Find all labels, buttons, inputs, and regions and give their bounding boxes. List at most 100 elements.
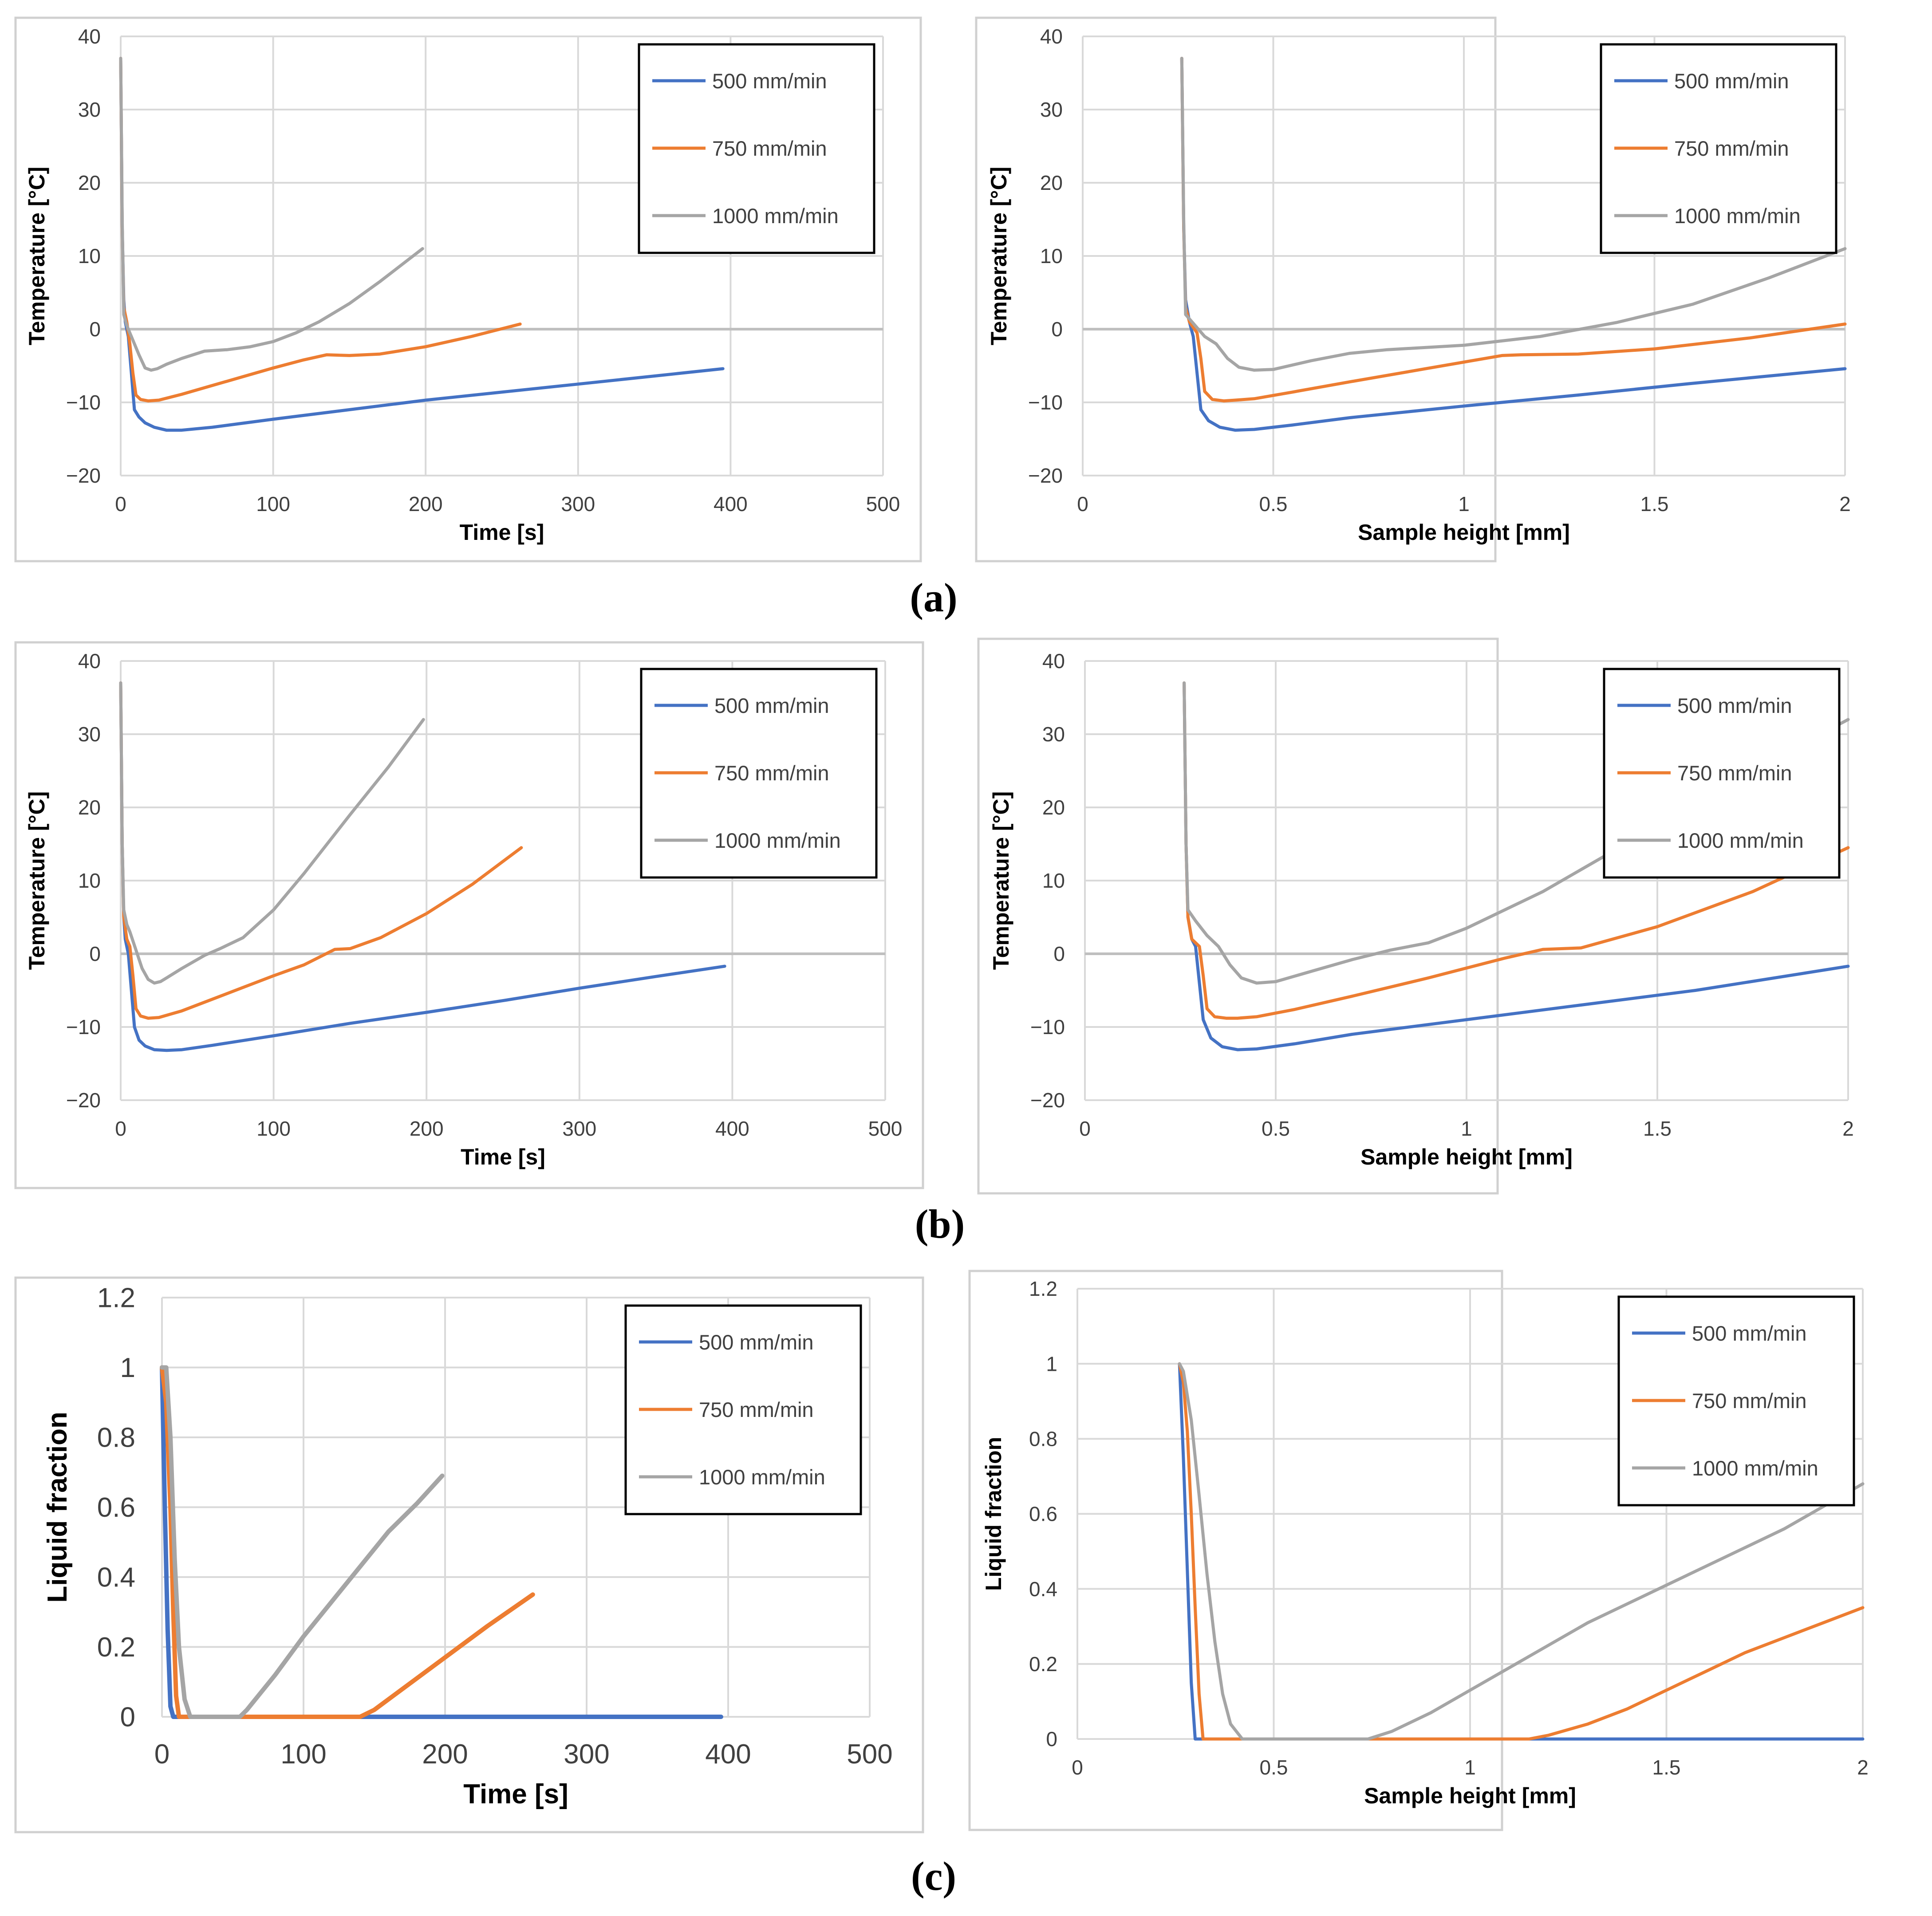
a-height-legend-label: 500 mm/min <box>1674 69 1789 93</box>
c-height-ytick-label: 0.8 <box>1029 1427 1057 1450</box>
a-height-xtick-label: 1.5 <box>1640 492 1669 515</box>
b-time-series-500-mm-min <box>119 681 726 1052</box>
b-height-ylabel: Temperature [°C] <box>989 791 1013 970</box>
a-height-panel-border <box>975 16 1497 563</box>
c-height-legend-label: 750 mm/min <box>1692 1389 1807 1412</box>
b-time-xlabel: Time [s] <box>461 1145 545 1169</box>
c-time-xtick-label: 100 <box>280 1739 326 1770</box>
c-height-legend-label: 1000 mm/min <box>1692 1456 1818 1480</box>
c-time-ytick-label: 0.6 <box>97 1492 135 1523</box>
c-time-ytick-label: 0.8 <box>97 1423 135 1453</box>
b-time-xtick-label: 0 <box>115 1117 126 1140</box>
a-time-xtick-label: 400 <box>714 492 748 515</box>
a-time-ylabel: Temperature [°C] <box>24 167 49 345</box>
c-height-xtick-label: 0.5 <box>1260 1756 1288 1779</box>
a-time-ytick-label: −10 <box>66 391 101 414</box>
a-time-ytick-label: 10 <box>78 244 101 268</box>
b-time-xtick-label: 100 <box>256 1117 291 1140</box>
c-time-xtick-label: 200 <box>422 1739 468 1770</box>
b-time-xtick-label: 300 <box>562 1117 596 1140</box>
b-height-ytick-label: 0 <box>1053 942 1065 965</box>
c-height-series-750-mm-min <box>1178 1362 1865 1741</box>
a-height-xlabel: Sample height [mm] <box>1358 520 1570 545</box>
c-height-ytick-label: 0.4 <box>1029 1578 1057 1601</box>
c-time-xtick-label: 400 <box>705 1739 751 1770</box>
c-time-ytick-label: 0.2 <box>97 1632 135 1663</box>
c-height-xtick-label: 2 <box>1857 1756 1869 1779</box>
b-time-ytick-label: −10 <box>66 1015 101 1039</box>
b-time-series-750-mm-min <box>119 681 523 1020</box>
b-time-legend-label: 500 mm/min <box>714 694 829 717</box>
a-time-legend-label: 1000 mm/min <box>712 204 839 228</box>
a-time-xtick-label: 300 <box>561 492 595 515</box>
c-time-xlabel: Time [s] <box>463 1779 568 1810</box>
b-time-ytick-label: 30 <box>78 723 101 746</box>
c-time-ylabel: Liquid fraction <box>42 1412 73 1603</box>
b-height-xlabel: Sample height [mm] <box>1360 1145 1573 1169</box>
b-time-ylabel: Temperature [°C] <box>24 791 49 970</box>
caption-c: (c) <box>911 1853 956 1899</box>
a-height-ytick-label: −20 <box>1028 464 1063 487</box>
a-time-xlabel: Time [s] <box>460 520 544 545</box>
b-height-xtick-label: 2 <box>1842 1117 1854 1140</box>
c-time-xtick-label: 500 <box>847 1739 892 1770</box>
b-height-xtick-label: 0 <box>1079 1117 1091 1140</box>
b-time-ytick-label: 20 <box>78 796 101 819</box>
a-height-legend-label: 750 mm/min <box>1674 137 1789 160</box>
b-height-xtick-label: 0.5 <box>1262 1117 1290 1140</box>
a-height-ytick-label: 40 <box>1040 25 1063 48</box>
b-height-ytick-label: 30 <box>1042 723 1065 746</box>
b-height-legend-label: 500 mm/min <box>1677 694 1792 717</box>
c-height-series-1000-mm-min <box>1178 1362 1865 1741</box>
c-height-ytick-label: 1 <box>1046 1352 1057 1375</box>
a-time-ytick-label: −20 <box>66 464 101 487</box>
b-time-legend-label: 1000 mm/min <box>714 829 841 852</box>
b-height-ytick-label: 10 <box>1042 869 1065 892</box>
c-height-legend-label: 500 mm/min <box>1692 1322 1807 1345</box>
c-time-ytick-label: 1.2 <box>97 1283 135 1314</box>
c-time-ytick-label: 1 <box>120 1353 135 1383</box>
b-height-ytick-label: −10 <box>1030 1015 1065 1039</box>
c-time-ytick-label: 0.4 <box>97 1562 135 1593</box>
b-time-legend-label: 750 mm/min <box>714 761 829 785</box>
a-height-ytick-label: 30 <box>1040 98 1063 121</box>
a-time-legend-label: 500 mm/min <box>712 69 827 93</box>
b-height-series-750-mm-min <box>1183 681 1850 1020</box>
a-height-ytick-label: 20 <box>1040 171 1063 194</box>
a-time-ytick-label: 40 <box>78 25 101 48</box>
b-height-xtick-label: 1.5 <box>1643 1117 1672 1140</box>
a-height-xtick-label: 0.5 <box>1259 492 1288 515</box>
b-time-ytick-label: 40 <box>78 649 101 673</box>
a-height-xtick-label: 1 <box>1458 492 1470 515</box>
b-height-ytick-label: 20 <box>1042 796 1065 819</box>
a-height-xtick-label: 0 <box>1077 492 1088 515</box>
c-time-xtick-label: 0 <box>154 1739 170 1770</box>
a-time-legend-label: 750 mm/min <box>712 137 827 160</box>
a-height-series-750-mm-min <box>1180 57 1847 403</box>
a-height-series-1000-mm-min <box>1180 57 1847 372</box>
c-time-series-750-mm-min <box>160 1365 535 1719</box>
c-time-series-1000-mm-min <box>160 1365 445 1719</box>
a-time-ytick-label: 0 <box>89 318 101 341</box>
b-height-ytick-label: 40 <box>1042 649 1065 673</box>
a-height-ylabel: Temperature [°C] <box>986 167 1011 345</box>
c-height-xtick-label: 0 <box>1072 1756 1083 1779</box>
b-time-series-1000-mm-min <box>119 681 425 985</box>
b-height-legend-label: 750 mm/min <box>1677 761 1792 785</box>
a-time-xtick-label: 100 <box>256 492 290 515</box>
b-time-xtick-label: 200 <box>410 1117 444 1140</box>
a-height-legend-label: 1000 mm/min <box>1674 204 1801 228</box>
c-height-xtick-label: 1 <box>1464 1756 1476 1779</box>
b-height-legend-label: 1000 mm/min <box>1677 829 1804 852</box>
b-time-ytick-label: 0 <box>89 942 101 965</box>
a-height-xtick-label: 2 <box>1839 492 1851 515</box>
c-height-ytick-label: 1.2 <box>1029 1277 1057 1300</box>
c-height-xlabel: Sample height [mm] <box>1364 1783 1576 1808</box>
c-time-ytick-label: 0 <box>120 1702 135 1733</box>
a-height-ytick-label: 0 <box>1051 318 1063 341</box>
c-time-legend-label: 1000 mm/min <box>699 1465 825 1489</box>
b-height-ytick-label: −20 <box>1030 1089 1065 1112</box>
b-time-xtick-label: 500 <box>868 1117 903 1140</box>
a-time-xtick-label: 200 <box>409 492 443 515</box>
